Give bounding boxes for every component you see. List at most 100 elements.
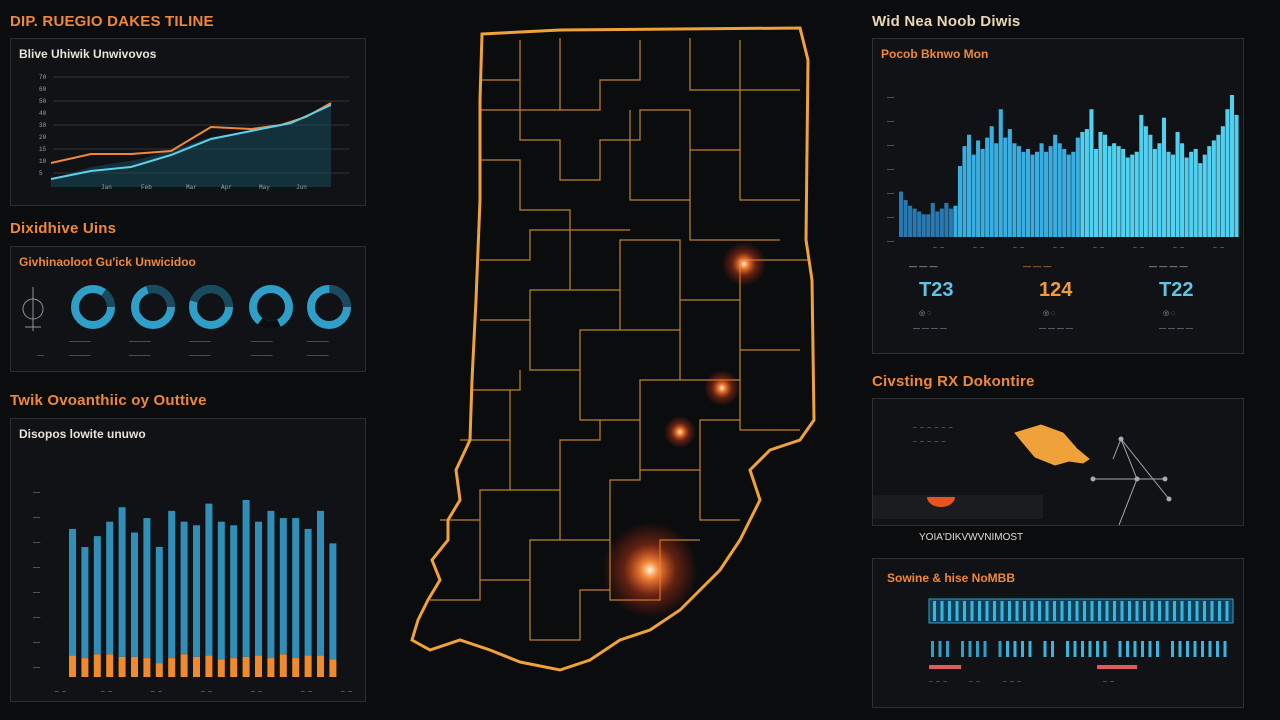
svg-text:——: —— — [32, 489, 41, 496]
svg-text:——: —— — [886, 190, 895, 197]
strip-tick-2 — [938, 641, 942, 657]
svg-text:20: 20 — [39, 134, 47, 141]
bars-panel-title: Disopos lowite unuwo — [19, 427, 146, 441]
bar-orange — [131, 656, 138, 677]
strip-tick-2 — [1126, 641, 1129, 657]
histogram-bar — [1202, 154, 1207, 237]
histogram-bar — [1098, 131, 1103, 237]
bar-orange — [242, 656, 250, 677]
strip-tick — [1075, 601, 1079, 621]
bar-orange — [292, 658, 300, 677]
bar-orange — [267, 658, 275, 677]
donut-row: ———————— —————— —————— —————— —————— ——————… — [22, 285, 351, 359]
svg-text:— —: — — — [54, 688, 66, 695]
histogram-bar — [1198, 163, 1203, 237]
strip-tick-2 — [1216, 641, 1219, 657]
histogram-bar — [1030, 154, 1035, 237]
svg-text:——————: —————— — [128, 352, 151, 359]
strip-tick — [933, 601, 936, 621]
histogram-bar — [1216, 134, 1221, 237]
strip-tick — [1038, 601, 1041, 621]
svg-text:— —: — — — [968, 678, 980, 685]
strip-tick-2 — [1088, 641, 1092, 657]
svg-text:— — — — — —: — — — — — — — [912, 424, 953, 431]
svg-text:——: —— — [886, 166, 895, 173]
histogram-bar — [930, 202, 935, 237]
svg-text:— —: — — — [200, 688, 212, 695]
bar-blue — [143, 518, 151, 659]
region-panel: — — — — — — — — — — — YOIA'DIKVWVNIMOST — [872, 398, 1244, 543]
svg-text:——————: —————— — [188, 338, 211, 345]
svg-text:——————: —————— — [306, 338, 329, 345]
histogram-bar — [1134, 151, 1139, 237]
bar-orange — [217, 659, 225, 677]
strip-tick — [1158, 601, 1161, 621]
bar-orange — [255, 655, 262, 677]
strip-tick-2 — [931, 641, 934, 657]
strip-tick-2 — [976, 641, 979, 657]
svg-text:— —: — — — [150, 688, 162, 695]
bar-orange — [143, 658, 151, 677]
histogram-bar — [1189, 151, 1194, 237]
strip-tick — [1128, 601, 1131, 621]
svg-text:——: —— — [886, 142, 895, 149]
bar-blue — [242, 500, 250, 657]
strip-tick — [1203, 601, 1206, 621]
strip-tick-2 — [1096, 641, 1099, 657]
bar-blue — [81, 546, 89, 659]
strip-tick — [1023, 601, 1026, 621]
histogram-bar — [1171, 154, 1176, 237]
histogram-bar — [1048, 146, 1053, 237]
stat-value-3: T22 — [1159, 279, 1194, 301]
bar-blue — [255, 521, 262, 656]
svg-text:——: —— — [886, 238, 895, 245]
histogram-bar — [998, 109, 1003, 237]
bar-blue — [267, 510, 275, 659]
strip-tick — [1180, 601, 1184, 621]
histogram-bar — [1130, 154, 1135, 237]
strip-tick-2 — [1133, 641, 1137, 657]
strip-tick-2 — [1051, 641, 1054, 657]
histogram-bar — [1143, 126, 1148, 237]
strip-tick — [1053, 601, 1056, 621]
strip-tick — [1008, 601, 1011, 621]
svg-text:— —: — — — [340, 688, 352, 695]
histogram-bar — [1121, 148, 1126, 237]
histogram-bar — [1161, 117, 1167, 237]
donut-5 — [307, 285, 351, 329]
histogram-bar — [1220, 126, 1225, 237]
bar-blue — [304, 528, 312, 656]
region-section-title: Civsting RX Dokontire — [872, 373, 1035, 390]
strip-tick-2 — [961, 641, 964, 657]
svg-text:——: —— — [32, 664, 41, 671]
svg-text:10: 10 — [39, 158, 47, 165]
distribution-section-title: Dixidhive Uins — [10, 220, 117, 237]
bar-blue — [317, 510, 324, 656]
bar-orange — [279, 654, 287, 677]
strip-tick — [1068, 601, 1071, 621]
svg-text:— —: — — — [1132, 244, 1144, 251]
svg-text:— —: — — — [100, 688, 112, 695]
histogram-bar — [1035, 151, 1040, 237]
histogram-bar — [967, 134, 972, 237]
histogram-bar — [1193, 148, 1198, 237]
strip-tick — [1218, 601, 1221, 621]
distribution-panel: Givhinaoloot Gu'ick Unwicidoo —— —————— ——… — [10, 246, 366, 372]
strip-tick-2 — [1223, 641, 1227, 657]
strip-tick-2 — [983, 641, 987, 657]
strip-tick-2 — [1201, 641, 1204, 657]
stat-label-1: — — — — [909, 262, 938, 271]
bar-blue — [193, 525, 200, 657]
svg-text:— —: — — — [300, 688, 312, 695]
strip-tick — [1060, 601, 1064, 621]
bar-blue — [329, 543, 337, 660]
bar-orange — [93, 654, 101, 677]
svg-text:50: 50 — [39, 98, 47, 105]
dashboard-title: DIP. RUEGIO DAKES TILINE — [10, 13, 214, 30]
svg-text:——: —— — [32, 639, 41, 646]
bar-orange — [180, 654, 188, 677]
bar-orange — [193, 656, 200, 677]
strip-tick — [940, 601, 944, 621]
strip-tick — [1090, 601, 1094, 621]
